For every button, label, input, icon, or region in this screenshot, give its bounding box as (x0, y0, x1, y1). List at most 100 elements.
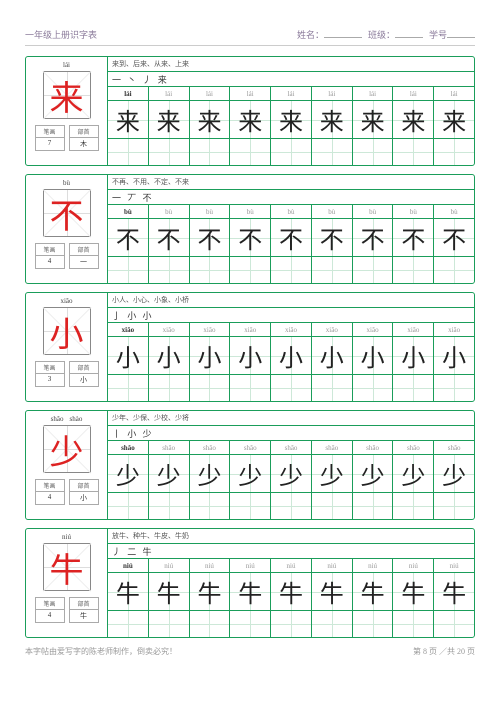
pinyin-cell: bù (108, 205, 149, 218)
char-cell: 少 (108, 455, 149, 492)
char-block: niú 牛 笔画4 部首牛 放牛、种牛、牛皮、牛奶 丿 二 牛 niúniúni… (25, 528, 475, 638)
blank-cell (149, 257, 190, 283)
blank-cell (434, 375, 474, 401)
words-row: 来到、后来、从来、上来 (108, 57, 474, 72)
char-cell: 小 (312, 337, 353, 374)
blank-cell (312, 611, 353, 637)
char-cell: 不 (230, 219, 271, 256)
pinyin-top: xiǎo (60, 297, 72, 305)
pinyin-cell: lái (190, 87, 231, 100)
main-char-box: 少 (43, 425, 91, 473)
footer-page: 第 8 页 (413, 647, 437, 656)
pinyin-cell: niú (149, 559, 190, 572)
blank-cell (353, 493, 394, 519)
blank-cell (312, 139, 353, 165)
char-cell: 来 (353, 101, 394, 138)
blank-cell (108, 139, 149, 165)
pinyin-cell: shǎo (149, 441, 190, 454)
pinyin-cell: shǎo (434, 441, 474, 454)
class-label: 班级： (368, 30, 395, 40)
pinyin-cell: shǎo (312, 441, 353, 454)
strokes-box: 笔画4 (35, 597, 65, 623)
radical-box: 部首木 (69, 125, 99, 151)
blank-row (108, 375, 474, 401)
blank-cell (149, 375, 190, 401)
stroke-seq-row: 亅 小 小 (108, 308, 474, 323)
blank-row (108, 139, 474, 165)
blank-cell (230, 375, 271, 401)
pinyin-cell: lái (108, 87, 149, 100)
pinyin-cell: niú (393, 559, 434, 572)
main-char-box: 不 (43, 189, 91, 237)
blank-cell (190, 493, 231, 519)
pinyin-row: shǎoshǎoshǎoshǎoshǎoshǎoshǎoshǎoshǎo (108, 441, 474, 455)
num-blank (447, 29, 475, 38)
pinyin-cell: xiǎo (108, 323, 149, 336)
char-cell: 少 (271, 455, 312, 492)
block-right: 不再、不用、不定、不来 一 丆 不 bùbùbùbùbùbùbùbùbù 不不不… (108, 175, 474, 283)
main-char-box: 来 (43, 71, 91, 119)
blank-row (108, 493, 474, 519)
pinyin-cell: lái (312, 87, 353, 100)
blank-cell (149, 611, 190, 637)
char-cell: 不 (190, 219, 231, 256)
pinyin-cell: bù (393, 205, 434, 218)
pinyin-top: shǎoshào (51, 415, 83, 423)
char-cell: 少 (393, 455, 434, 492)
blank-cell (190, 611, 231, 637)
blank-cell (271, 493, 312, 519)
char-block: xiǎo 小 笔画3 部首小 小人、小心、小象、小桥 亅 小 小 xiǎoxiǎ… (25, 292, 475, 402)
blank-cell (271, 139, 312, 165)
pinyin-cell: lái (434, 87, 474, 100)
char-cell: 少 (190, 455, 231, 492)
pinyin-cell: xiǎo (312, 323, 353, 336)
char-block: shǎoshào 少 笔画4 部首小 少年、少保、少校、少将 丨 小 少 shǎ… (25, 410, 475, 520)
pinyin-row: niúniúniúniúniúniúniúniúniú (108, 559, 474, 573)
words-row: 小人、小心、小象、小桥 (108, 293, 474, 308)
char-cell: 牛 (434, 573, 474, 610)
blank-cell (393, 611, 434, 637)
char-cell: 不 (149, 219, 190, 256)
block-right: 少年、少保、少校、少将 丨 小 少 shǎoshǎoshǎoshǎoshǎosh… (108, 411, 474, 519)
blank-cell (149, 493, 190, 519)
blank-cell (393, 493, 434, 519)
radical-box: 部首牛 (69, 597, 99, 623)
char-cell: 来 (434, 101, 474, 138)
blank-cell (230, 611, 271, 637)
pinyin-cell: niú (230, 559, 271, 572)
char-cell: 牛 (108, 573, 149, 610)
main-char: 来 (50, 71, 84, 120)
blank-cell (434, 257, 474, 283)
name-label: 姓名： (297, 30, 324, 40)
num-label: 学号 (429, 30, 447, 40)
pinyin-cell: xiǎo (149, 323, 190, 336)
pinyin-row: xiǎoxiǎoxiǎoxiǎoxiǎoxiǎoxiǎoxiǎoxiǎo (108, 323, 474, 337)
pinyin-top: lái (63, 61, 70, 69)
block-left: xiǎo 小 笔画3 部首小 (26, 293, 108, 401)
char-cell: 来 (271, 101, 312, 138)
char-cell: 不 (312, 219, 353, 256)
pinyin-cell: bù (353, 205, 394, 218)
radical-box: 部首小 (69, 479, 99, 505)
blank-cell (108, 257, 149, 283)
pinyin-cell: bù (190, 205, 231, 218)
pinyin-cell: xiǎo (434, 323, 474, 336)
blank-cell (190, 375, 231, 401)
radical-box: 部首小 (69, 361, 99, 387)
blank-cell (190, 257, 231, 283)
char-cell: 少 (434, 455, 474, 492)
header-title: 一年级上册识字表 (25, 28, 97, 41)
pinyin-cell: bù (271, 205, 312, 218)
char-cell: 牛 (393, 573, 434, 610)
pinyin-cell: niú (271, 559, 312, 572)
char-cell: 来 (190, 101, 231, 138)
blank-cell (108, 493, 149, 519)
blank-cell (108, 611, 149, 637)
blank-cell (393, 375, 434, 401)
name-blank (324, 29, 362, 38)
blank-cell (190, 139, 231, 165)
char-cell: 来 (230, 101, 271, 138)
char-cell: 小 (271, 337, 312, 374)
char-cell: 牛 (190, 573, 231, 610)
main-char: 牛 (50, 543, 84, 592)
